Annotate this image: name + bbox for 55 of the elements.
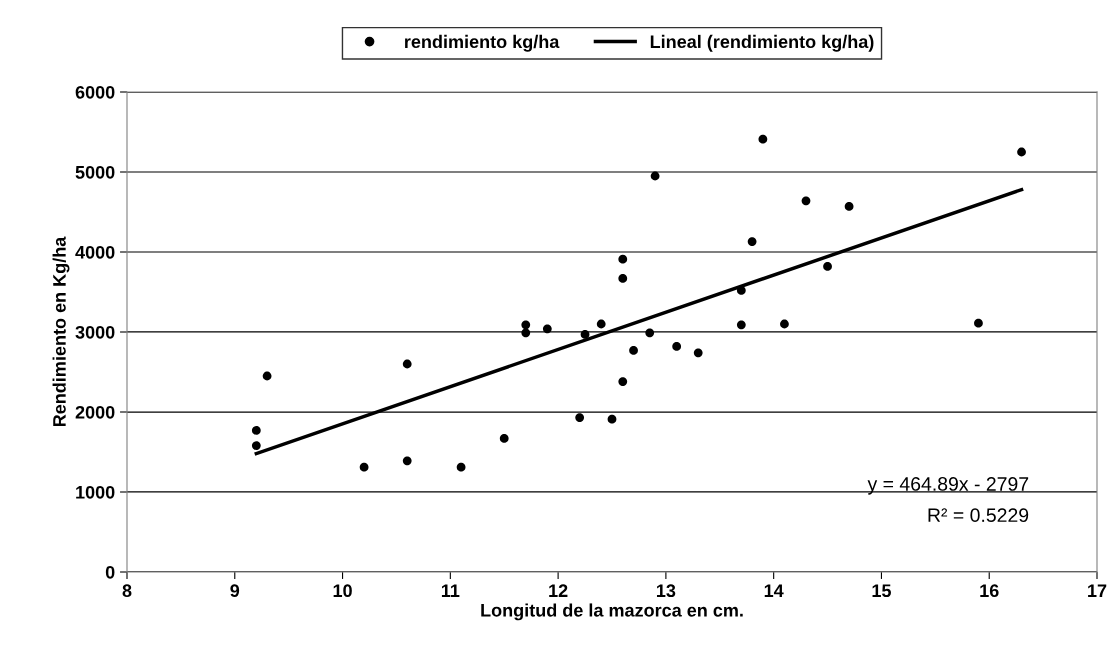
point xyxy=(629,346,638,355)
x-tick-label: 14 xyxy=(764,584,784,597)
point xyxy=(747,237,757,246)
point xyxy=(499,434,509,443)
y-axis-title: Rendimiento en Kg/ha xyxy=(52,236,70,427)
point xyxy=(456,462,466,472)
x-tick-label: 17 xyxy=(1088,584,1107,597)
x-tick-label: 16 xyxy=(980,584,999,598)
point xyxy=(650,171,660,181)
point xyxy=(618,274,628,283)
point xyxy=(844,202,854,211)
point xyxy=(780,319,789,329)
y-tick-label: 6000 xyxy=(75,85,115,99)
point xyxy=(575,413,585,422)
point xyxy=(974,318,983,328)
point xyxy=(645,328,655,338)
point xyxy=(736,286,746,295)
point xyxy=(823,262,832,271)
point xyxy=(618,377,628,386)
point xyxy=(251,441,261,450)
y-tick-label: 2000 xyxy=(75,405,115,419)
point xyxy=(402,456,412,466)
y-tick-label: 5000 xyxy=(75,165,115,179)
x-axis-title: Longitud de la mazorca en cm. xyxy=(481,603,743,621)
x-tick-label: 11 xyxy=(441,584,460,597)
x-tick-label: 13 xyxy=(656,584,676,598)
y-tick-label: 4000 xyxy=(75,245,115,259)
point xyxy=(521,320,531,330)
y-tick-label: 3000 xyxy=(75,325,115,339)
point xyxy=(596,319,606,329)
y-tick-label: 0 xyxy=(105,565,115,579)
point xyxy=(262,371,272,381)
x-tick-label: 10 xyxy=(333,584,352,598)
point xyxy=(402,359,412,369)
legend-label: Lineal (rendimiento kg/ha) xyxy=(650,34,874,52)
y-tick-label: 1000 xyxy=(76,485,115,499)
point xyxy=(542,324,552,334)
x-tick-label: 8 xyxy=(122,584,132,598)
point xyxy=(801,196,811,206)
x-tick-label: 12 xyxy=(549,584,568,597)
point xyxy=(618,254,628,264)
annotation: R² = 0.5229 xyxy=(928,508,1029,523)
point xyxy=(521,328,531,338)
point xyxy=(607,414,617,424)
point xyxy=(359,462,369,472)
point xyxy=(672,342,682,351)
point xyxy=(1017,147,1026,157)
point xyxy=(693,348,703,358)
point xyxy=(580,330,590,339)
legend-label: rendimiento kg/ha xyxy=(405,34,560,52)
point xyxy=(251,426,261,435)
x-tick-label: 9 xyxy=(230,584,240,598)
point xyxy=(758,134,768,144)
x-tick-label: 15 xyxy=(872,584,891,598)
point xyxy=(736,320,746,330)
